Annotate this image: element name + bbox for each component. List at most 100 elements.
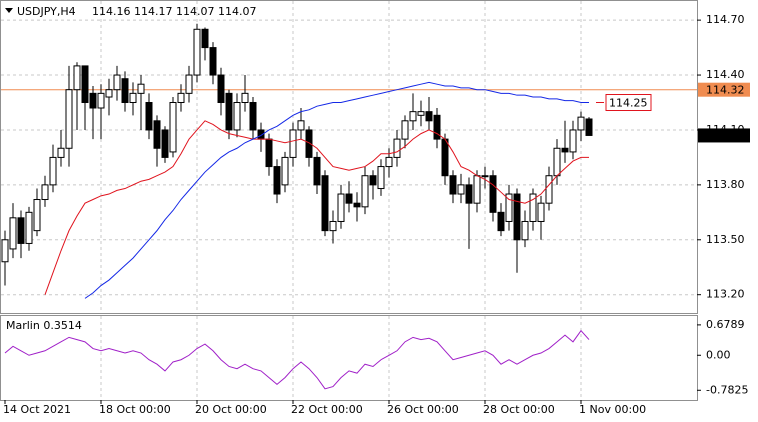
x-tick-label: 1 Nov 00:00 bbox=[579, 403, 646, 416]
y-tick-label: 114.40 bbox=[706, 68, 745, 81]
candle-body bbox=[129, 92, 137, 104]
candle-body bbox=[241, 92, 249, 104]
candle-body bbox=[449, 175, 457, 195]
y-tick-label: 113.50 bbox=[706, 233, 745, 246]
candle-body bbox=[177, 92, 185, 104]
x-tick-label: 26 Oct 00:00 bbox=[387, 403, 459, 416]
x-tick-label: 14 Oct 2021 bbox=[3, 403, 71, 416]
candle-body bbox=[433, 114, 441, 140]
ma-tag-label: 114.25 bbox=[609, 97, 648, 110]
candle-body bbox=[553, 147, 561, 177]
candle-body bbox=[577, 116, 585, 131]
candle-body bbox=[49, 156, 57, 186]
candle-body bbox=[233, 102, 241, 131]
candle-body bbox=[65, 89, 73, 149]
candle-body bbox=[401, 120, 409, 140]
candle-body bbox=[289, 129, 297, 158]
candle-body bbox=[201, 28, 209, 49]
candle-body bbox=[385, 156, 393, 168]
indicator-tick-label: -0.7825 bbox=[706, 383, 748, 396]
indicator-panel bbox=[0, 315, 698, 401]
candle-body bbox=[537, 202, 545, 222]
candle-body bbox=[489, 175, 497, 213]
candle-body bbox=[105, 89, 113, 98]
candle-body bbox=[465, 184, 473, 204]
candle-body bbox=[377, 166, 385, 190]
indicator-line bbox=[4, 329, 590, 390]
candle-body bbox=[169, 102, 177, 153]
candle-body bbox=[513, 193, 521, 241]
candle-body bbox=[361, 175, 369, 208]
candle-body bbox=[505, 193, 513, 222]
candle-body bbox=[225, 92, 233, 131]
candle-body bbox=[73, 65, 81, 91]
candle-body bbox=[57, 147, 65, 158]
candle-body bbox=[569, 129, 577, 153]
candle-body bbox=[545, 175, 553, 204]
candle-body bbox=[25, 211, 33, 244]
moving-average bbox=[84, 81, 589, 299]
candle-body bbox=[81, 65, 89, 104]
candle-body bbox=[33, 199, 41, 232]
candle-body bbox=[185, 74, 193, 94]
candle-body bbox=[89, 92, 97, 109]
candle-body bbox=[193, 28, 201, 76]
candle-body bbox=[441, 138, 449, 177]
y-tick-label: 114.70 bbox=[706, 13, 745, 26]
candle-body bbox=[313, 156, 321, 186]
ma-tag-box bbox=[605, 94, 652, 112]
candle-body bbox=[41, 184, 49, 201]
candle-body bbox=[1, 239, 9, 263]
candle-body bbox=[209, 47, 217, 76]
candle-body bbox=[153, 120, 161, 149]
candle-body bbox=[145, 102, 153, 131]
candle-body bbox=[585, 118, 593, 136]
candle-body bbox=[281, 156, 289, 186]
candle-body bbox=[321, 175, 329, 232]
indicator-tick-label: 0.6789 bbox=[706, 318, 745, 331]
candle-body bbox=[529, 193, 537, 222]
candle-body bbox=[369, 175, 377, 186]
price-tag bbox=[698, 128, 750, 143]
candle-body bbox=[473, 175, 481, 204]
y-tick-label: 113.80 bbox=[706, 178, 745, 191]
candle-body bbox=[97, 92, 105, 109]
moving-average bbox=[44, 120, 589, 295]
candle-body bbox=[249, 102, 257, 131]
candle-body bbox=[337, 193, 345, 222]
indicator-title: Marlin 0.3514 bbox=[6, 319, 82, 332]
candle-body bbox=[353, 202, 361, 208]
x-tick-label: 22 Oct 00:00 bbox=[291, 403, 363, 416]
x-tick-label: 28 Oct 00:00 bbox=[483, 403, 555, 416]
indicator-tick-label: 0.00 bbox=[706, 348, 731, 361]
ohlc-label: 114.16 114.17 114.07 114.07 bbox=[92, 5, 256, 18]
menu-arrow bbox=[5, 8, 13, 13]
main-panel bbox=[0, 0, 698, 314]
candle-body bbox=[217, 74, 225, 104]
candle-body bbox=[273, 166, 281, 195]
candle-body bbox=[393, 138, 401, 158]
candle-body bbox=[417, 111, 425, 116]
level-tag-label: 114.32 bbox=[706, 84, 745, 97]
candle-body bbox=[9, 217, 17, 250]
x-tick-label: 20 Oct 00:00 bbox=[195, 403, 267, 416]
candle-body bbox=[265, 138, 273, 168]
x-tick-label: 18 Oct 00:00 bbox=[99, 403, 171, 416]
candle-body bbox=[161, 129, 169, 158]
candle-body bbox=[409, 111, 417, 122]
candle-body bbox=[305, 129, 313, 158]
candle-body bbox=[121, 78, 129, 104]
candle-body bbox=[17, 217, 25, 244]
level-tag bbox=[698, 82, 750, 97]
candle-body bbox=[329, 220, 337, 232]
candle-body bbox=[137, 83, 145, 94]
candle-body bbox=[345, 193, 353, 204]
y-tick-label: 113.20 bbox=[706, 288, 745, 301]
plot bbox=[1, 23, 697, 390]
price-tag-label: 114.07 bbox=[706, 129, 745, 142]
candle-body bbox=[297, 120, 305, 131]
candle-body bbox=[497, 211, 505, 232]
chart-title: USDJPY,H4 bbox=[17, 5, 76, 18]
candle-body bbox=[457, 184, 465, 195]
